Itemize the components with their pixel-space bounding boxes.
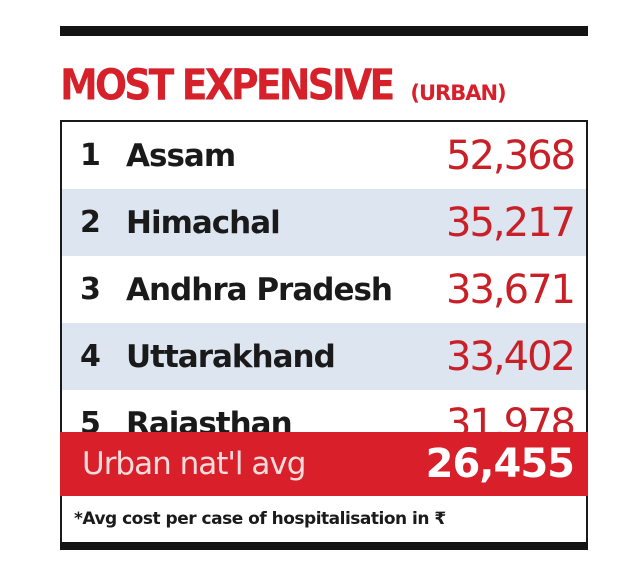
row-rank: 2 — [80, 205, 101, 240]
footnote-text: *Avg cost per case of hospitalisation in… — [74, 509, 446, 529]
ranking-table: 1 Assam 52,368 2 Himachal 35,217 3 Andhr… — [60, 120, 588, 460]
table-row: 4 Uttarakhand 33,402 — [62, 323, 586, 390]
footnote: *Avg cost per case of hospitalisation in… — [60, 496, 588, 542]
top-rule — [60, 26, 588, 36]
table-row: 2 Himachal 35,217 — [62, 189, 586, 256]
heading-title: MOST EXPENSIVE — [60, 60, 395, 110]
row-value: 33,402 — [446, 333, 576, 380]
row-state: Himachal — [126, 204, 281, 241]
heading: MOST EXPENSIVE (URBAN) — [60, 50, 588, 112]
row-rank: 3 — [80, 272, 101, 307]
row-state: Uttarakhand — [126, 338, 336, 375]
row-state: Andhra Pradesh — [126, 271, 393, 308]
average-label: Urban nat'l avg — [82, 446, 306, 482]
table-row: 3 Andhra Pradesh 33,671 — [62, 256, 586, 323]
row-rank: 1 — [80, 138, 101, 173]
heading-subtitle: (URBAN) — [410, 81, 506, 105]
bottom-rule — [60, 542, 588, 550]
row-value: 35,217 — [446, 199, 576, 246]
row-value: 33,671 — [446, 266, 576, 313]
average-value: 26,455 — [425, 441, 575, 487]
row-value: 52,368 — [446, 132, 576, 179]
infographic-card: MOST EXPENSIVE (URBAN) 1 Assam 52,368 2 … — [60, 26, 588, 556]
table-row: 1 Assam 52,368 — [62, 122, 586, 189]
national-average-bar: Urban nat'l avg 26,455 — [60, 432, 588, 496]
row-state: Assam — [126, 137, 236, 174]
row-rank: 4 — [80, 339, 101, 374]
